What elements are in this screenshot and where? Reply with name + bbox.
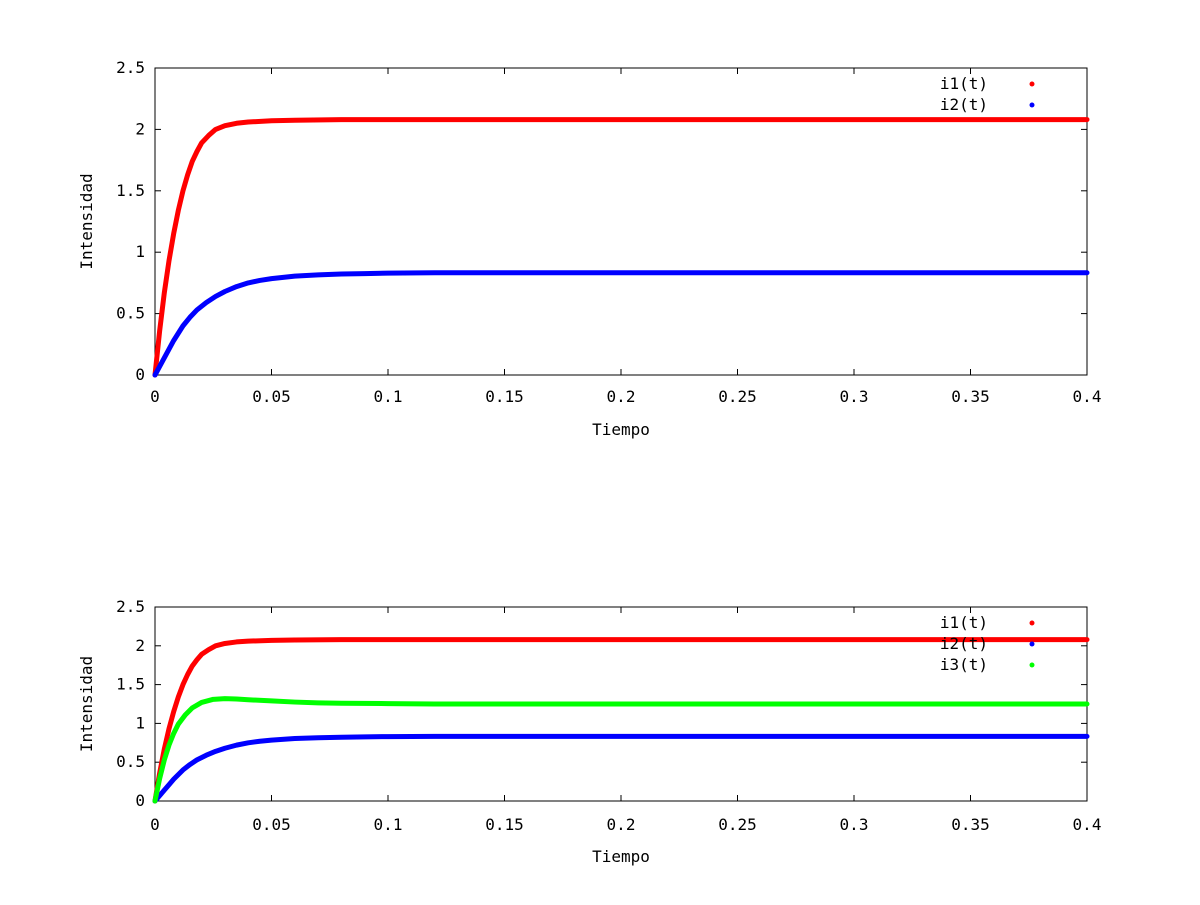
- x-tick-label: 0.05: [252, 387, 291, 406]
- y-tick-label: 2.5: [116, 58, 145, 77]
- legend-marker-3: [1029, 662, 1035, 668]
- y-tick-label: 0.5: [116, 752, 145, 771]
- y-tick-label: 1.5: [116, 181, 145, 200]
- x-tick-label: 0.05: [252, 815, 291, 834]
- series-2-curve: [152, 270, 1090, 378]
- x-tick-label: 0.15: [485, 387, 524, 406]
- x-axis-label: Tiempo: [592, 420, 650, 439]
- legend-label-1: i1(t): [940, 74, 988, 93]
- x-axis-label: Tiempo: [592, 847, 650, 866]
- plot-frame: [154, 67, 1088, 376]
- x-tick-label: 0: [150, 815, 160, 834]
- x-tick-label: 0.2: [607, 387, 636, 406]
- x-tick-label: 0.3: [840, 387, 869, 406]
- legend-marker-1: [1029, 620, 1035, 626]
- y-tick-label: 1: [135, 242, 145, 261]
- legend-marker-2: [1029, 102, 1035, 108]
- x-tick-label: 0.15: [485, 815, 524, 834]
- y-axis-label: Intensidad: [77, 173, 96, 269]
- series-2-curve: [152, 733, 1090, 804]
- x-tick-label: 0.1: [374, 387, 403, 406]
- chart-panel-1: 0 0.05 0.1 0.15 0.2 0.25 0.3 0.35 0.4 0 0.5 1 1.5 2 2.…: [77, 58, 1101, 439]
- series-1-curve: [152, 637, 1090, 804]
- y-tick-label: 2: [135, 636, 145, 655]
- y-tick-label: 1.5: [116, 675, 145, 694]
- y-tick-label: 1: [135, 713, 145, 732]
- x-tick-label: 0.4: [1073, 815, 1102, 834]
- x-tick-label: 0.4: [1073, 387, 1102, 406]
- legend-label-2: i2(t): [940, 634, 988, 653]
- legend-label-1: i1(t): [940, 613, 988, 632]
- y-tick-label: 2: [135, 119, 145, 138]
- x-tick-label: 0.25: [718, 387, 757, 406]
- y-tick-label: 2.5: [116, 597, 145, 616]
- series-1-curve: [152, 117, 1090, 378]
- x-tick-label: 0.35: [951, 387, 990, 406]
- x-tick-label: 0.3: [840, 815, 869, 834]
- x-tick-label: 0: [150, 387, 160, 406]
- x-tick-label: 0.1: [374, 815, 403, 834]
- legend-marker-1: [1029, 81, 1035, 87]
- x-tick-label: 0.35: [951, 815, 990, 834]
- x-tick-label: 0.2: [607, 815, 636, 834]
- y-tick-label: 0.5: [116, 304, 145, 323]
- legend-label-2: i2(t): [940, 95, 988, 114]
- legend-marker-2: [1029, 641, 1035, 647]
- legend-label-3: i3(t): [940, 655, 988, 674]
- y-tick-label: 0: [135, 365, 145, 384]
- y-axis-label: Intensidad: [77, 656, 96, 752]
- chart-panel-2: 0 0.05 0.1 0.15 0.2 0.25 0.3 0.35 0.4 0 0.5 1 1.5 2 2.…: [77, 597, 1101, 866]
- x-tick-label: 0.25: [718, 815, 757, 834]
- series-3-curve: [152, 696, 1090, 804]
- y-tick-label: 0: [135, 791, 145, 810]
